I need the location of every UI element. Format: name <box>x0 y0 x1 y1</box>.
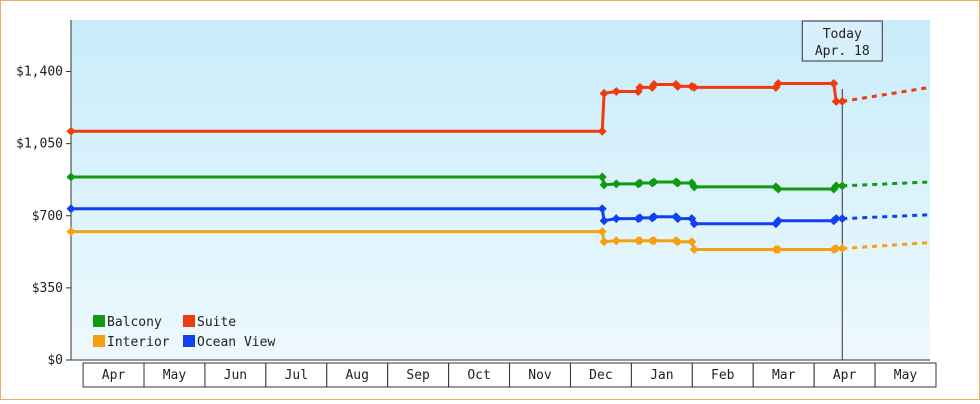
point-marker <box>689 245 699 255</box>
x-tick-label: Oct <box>467 368 490 383</box>
point-marker <box>611 87 621 97</box>
point-marker <box>597 227 607 237</box>
point-marker <box>599 237 609 247</box>
forecast-line <box>842 213 931 221</box>
forecast-line <box>842 85 931 103</box>
x-tick-label: Jun <box>224 368 247 383</box>
point-marker <box>597 204 607 214</box>
point-marker <box>635 178 645 188</box>
point-marker <box>611 179 621 189</box>
x-tick-cell <box>752 362 815 388</box>
forecast-line <box>842 241 931 251</box>
x-tick-label: May <box>163 368 187 383</box>
x-tick-label: May <box>894 368 918 383</box>
today-label: Today <box>823 27 862 42</box>
y-tick-label: $1,050 <box>16 137 63 152</box>
point-marker <box>689 182 699 192</box>
point-marker <box>66 204 76 214</box>
point-marker <box>837 244 847 254</box>
point-marker <box>66 126 76 136</box>
point-marker <box>831 244 841 254</box>
point-marker <box>599 88 609 98</box>
legend-swatch <box>183 315 195 327</box>
y-tick-label: $0 <box>47 353 63 368</box>
x-tick-cell <box>387 362 450 388</box>
x-tick-label: Jan <box>650 368 673 383</box>
today-label: Apr. 18 <box>815 44 870 59</box>
point-marker <box>837 96 847 106</box>
point-marker <box>837 214 847 224</box>
point-marker <box>773 184 783 194</box>
point-marker <box>773 216 783 226</box>
x-tick-label: Sep <box>406 368 430 383</box>
point-marker <box>829 78 839 88</box>
legend-swatch <box>183 335 195 347</box>
today-box <box>801 20 883 62</box>
x-tick-cell <box>569 362 632 388</box>
point-marker <box>66 172 76 182</box>
point-marker <box>649 212 659 222</box>
point-marker <box>673 237 683 247</box>
x-tick-label: Feb <box>711 368 735 383</box>
point-marker <box>635 236 645 246</box>
point-marker <box>649 79 659 89</box>
point-marker <box>635 82 645 92</box>
point-marker <box>773 78 783 88</box>
point-marker <box>831 181 841 191</box>
x-tick-label: Jul <box>285 368 308 383</box>
x-tick-cell <box>448 362 511 388</box>
x-tick-cell <box>874 362 937 388</box>
point-marker <box>837 181 847 191</box>
legend-swatch <box>93 315 105 327</box>
point-marker <box>649 236 659 246</box>
point-marker <box>597 126 607 136</box>
point-marker <box>673 214 683 224</box>
x-tick-cell <box>82 362 145 388</box>
point-marker <box>687 237 697 247</box>
y-tick-label: $700 <box>32 209 63 224</box>
point-marker <box>831 96 841 106</box>
point-marker <box>66 227 76 237</box>
y-tick-label: $1,400 <box>16 65 63 80</box>
x-tick-label: Dec <box>589 368 612 383</box>
legend-swatch <box>93 335 105 347</box>
legend-label: Ocean View <box>197 335 275 350</box>
point-marker <box>597 172 607 182</box>
x-tick-label: Apr <box>102 368 126 383</box>
point-marker <box>773 245 783 255</box>
x-tick-cell <box>691 362 754 388</box>
legend-label: Interior <box>107 335 170 350</box>
point-marker <box>649 177 659 187</box>
point-marker <box>611 236 621 246</box>
point-marker <box>831 214 841 224</box>
forecast-line <box>842 180 931 188</box>
point-marker <box>689 219 699 229</box>
point-marker <box>673 178 683 188</box>
x-tick-label: Nov <box>528 368 552 383</box>
point-marker <box>599 216 609 226</box>
point-marker <box>689 82 699 92</box>
point-marker <box>611 214 621 224</box>
x-tick-label: Aug <box>345 368 368 383</box>
x-tick-label: Apr <box>833 368 857 383</box>
legend-label: Balcony <box>107 315 162 330</box>
x-tick-cell <box>143 362 206 388</box>
point-marker <box>599 180 609 190</box>
x-tick-cell <box>813 362 876 388</box>
point-marker <box>635 213 645 223</box>
point-marker <box>673 81 683 91</box>
x-tick-label: Mar <box>772 368 796 383</box>
x-tick-cell <box>509 362 571 388</box>
legend-label: Suite <box>197 315 236 330</box>
y-tick-label: $350 <box>32 281 63 296</box>
